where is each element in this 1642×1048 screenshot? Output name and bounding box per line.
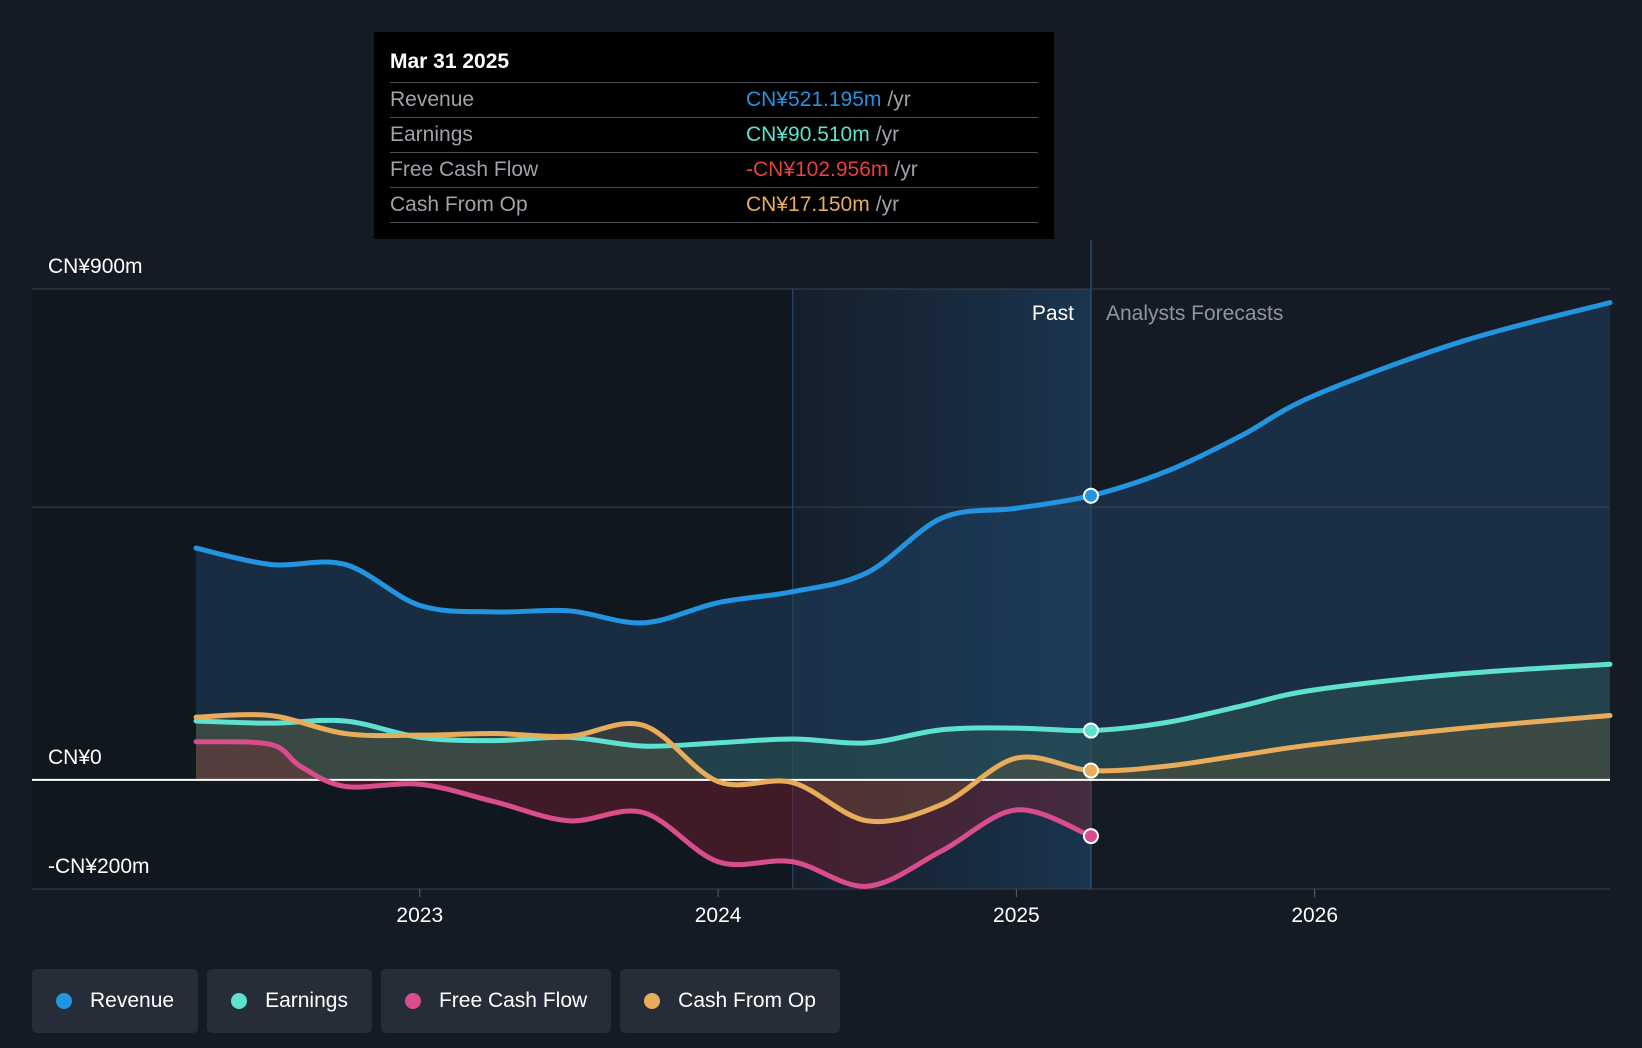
legend-item-cash-from-op[interactable]: Cash From Op (620, 969, 840, 1033)
tooltip-label: Revenue (390, 88, 475, 111)
cash-from-op-line (193, 712, 1613, 825)
y-axis-label: -CN¥200m (48, 855, 150, 878)
tooltip-value: CN¥17.150m (746, 193, 870, 216)
cash-from-op-area (196, 714, 1611, 822)
tooltip-unit: /yr (875, 193, 900, 216)
tooltip-row-revenue: Revenue CN¥521.195m /yr (390, 82, 1038, 117)
legend-dot-icon (644, 993, 661, 1009)
legend-dot-icon (404, 993, 421, 1009)
legend: Revenue Earnings Free Cash Flow Cash Fro… (32, 969, 840, 1033)
tooltip-row-free-cash-flow: Free Cash Flow -CN¥102.956m /yr (390, 152, 1038, 187)
past-background (32, 289, 793, 889)
legend-item-free-cash-flow[interactable]: Free Cash Flow (380, 969, 612, 1033)
tooltip-label: Free Cash Flow (390, 158, 539, 181)
forecast-label: Analysts Forecasts (1106, 302, 1283, 325)
free-cash-flow-point (1082, 828, 1099, 845)
revenue-area (196, 302, 1611, 780)
free-cash-flow-line (193, 739, 1094, 889)
tooltip-unit: /yr (894, 158, 918, 181)
legend-dot-icon (56, 993, 72, 1009)
legend-item-revenue[interactable]: Revenue (32, 969, 199, 1033)
legend-label: Earnings (265, 989, 348, 1012)
revenue-point (1082, 487, 1099, 504)
tooltip-value: CN¥521.195m (746, 88, 882, 111)
y-axis-label: CN¥900m (48, 255, 143, 278)
tooltip-label: Cash From Op (390, 193, 528, 216)
earnings-point (1082, 722, 1099, 739)
tooltip-value: CN¥90.510m (746, 123, 870, 146)
x-tick-label: 2026 (1291, 904, 1338, 927)
tooltip-unit: /yr (887, 88, 911, 111)
tooltip-unit: /yr (875, 123, 900, 146)
tooltip-row-cash-from-op: Cash From Op CN¥17.150m /yr (390, 187, 1038, 223)
tooltip: Mar 31 2025 Revenue CN¥521.195m /yr Earn… (374, 32, 1054, 239)
legend-label: Revenue (90, 989, 175, 1012)
x-tick-label: 2024 (695, 904, 742, 927)
y-axis-label: CN¥0 (48, 746, 102, 769)
x-tick-label: 2023 (396, 904, 443, 927)
x-tick-label: 2025 (993, 904, 1040, 927)
past-label: Past (1032, 302, 1074, 325)
tooltip-label: Earnings (390, 123, 473, 146)
legend-label: Cash From Op (678, 989, 816, 1012)
tooltip-row-earnings: Earnings CN¥90.510m /yr (390, 117, 1038, 152)
tooltip-value: -CN¥102.956m (746, 158, 889, 181)
legend-item-earnings[interactable]: Earnings (207, 969, 372, 1033)
revenue-line (193, 300, 1613, 626)
cash-from-op-point (1082, 762, 1099, 779)
legend-dot-icon (231, 993, 248, 1009)
tooltip-date: Mar 31 2025 (390, 50, 510, 73)
legend-label: Free Cash Flow (438, 989, 588, 1012)
free-cash-flow-area (196, 741, 1091, 887)
